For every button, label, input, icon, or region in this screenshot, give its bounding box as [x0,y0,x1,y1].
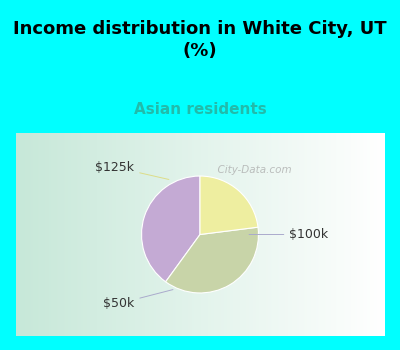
Text: City-Data.com: City-Data.com [211,164,291,175]
Text: Income distribution in White City, UT
(%): Income distribution in White City, UT (%… [13,20,387,60]
Wedge shape [166,227,258,293]
Wedge shape [200,176,258,235]
Text: $100k: $100k [249,228,328,241]
Text: Asian residents: Asian residents [134,102,266,117]
Text: $125k: $125k [95,161,169,180]
Text: $50k: $50k [103,289,173,310]
Wedge shape [142,176,200,282]
